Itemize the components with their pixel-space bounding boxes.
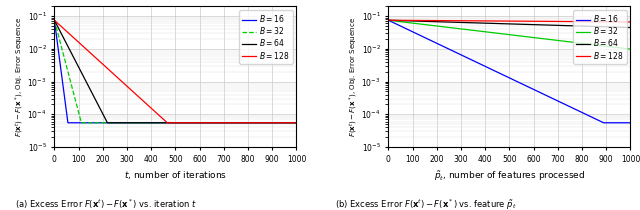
- Text: (b) Excess Error $F(\mathbf{x}^t) - F(\mathbf{x}^*)$ vs. feature $\tilde{p}_t$: (b) Excess Error $F(\mathbf{x}^t) - F(\m…: [335, 197, 516, 210]
- Y-axis label: $F(\mathbf{x}^t) - F(\mathbf{x}^*)$, Obj. Error Sequence: $F(\mathbf{x}^t) - F(\mathbf{x}^*)$, Obj…: [347, 17, 358, 137]
- Y-axis label: $F(\mathbf{x}^t) - F(\mathbf{x}^*)$, Obj. Error Sequence: $F(\mathbf{x}^t) - F(\mathbf{x}^*)$, Obj…: [13, 17, 25, 137]
- Legend: $B=16$, $B=32$, $B=64$, $B=128$: $B=16$, $B=32$, $B=64$, $B=128$: [573, 10, 627, 64]
- X-axis label: $t$, number of iterations: $t$, number of iterations: [124, 169, 227, 181]
- Text: (a) Excess Error $F(\mathbf{x}^t) - F(\mathbf{x}^*)$ vs. iteration $t$: (a) Excess Error $F(\mathbf{x}^t) - F(\m…: [15, 197, 196, 210]
- Legend: $B=16$, $B=32$, $B=64$, $B=128$: $B=16$, $B=32$, $B=64$, $B=128$: [239, 10, 292, 64]
- X-axis label: $\tilde{p}_t$, number of features processed: $\tilde{p}_t$, number of features proces…: [434, 169, 585, 183]
